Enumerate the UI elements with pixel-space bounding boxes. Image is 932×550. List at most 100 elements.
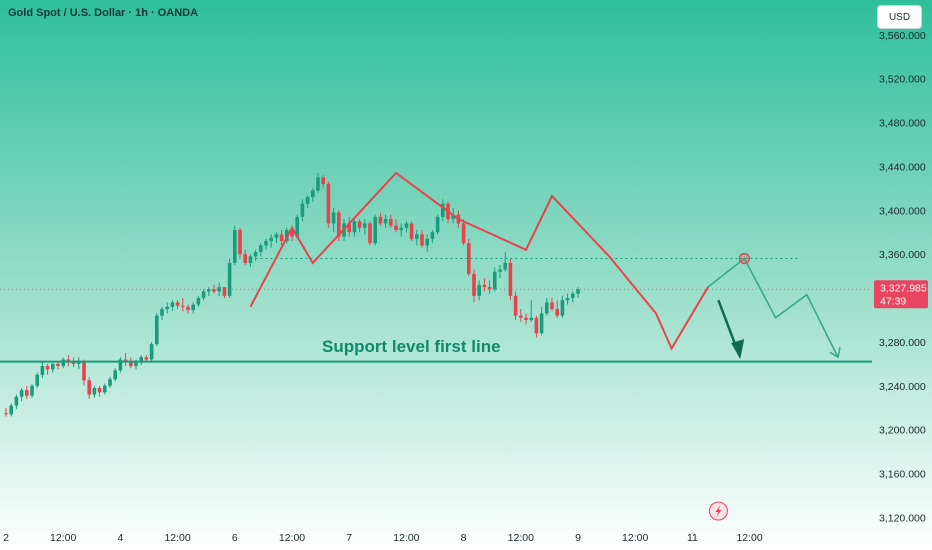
candle-body <box>467 243 471 274</box>
candle-body <box>560 300 565 316</box>
candle-body <box>56 363 60 367</box>
candle-body <box>311 190 315 198</box>
candle-body <box>175 302 180 306</box>
candle-body <box>212 289 216 292</box>
candle-body <box>425 238 429 246</box>
candle-body <box>404 223 409 228</box>
candle-body <box>305 197 310 204</box>
candle-body <box>487 287 492 290</box>
chart-title: Gold Spot / U.S. Dollar · 1h · OANDA <box>8 7 198 19</box>
candle-body <box>347 223 351 233</box>
candle-body <box>269 237 273 241</box>
support-annotation[interactable]: Support level first line <box>322 337 501 356</box>
y-tick-label: 3,520.000 <box>879 74 926 86</box>
candle-body <box>233 230 237 263</box>
y-tick-label: 3,280.000 <box>879 337 926 349</box>
x-tick-label: 12:00 <box>164 532 190 544</box>
candle-body <box>279 234 284 241</box>
candle-body <box>87 380 91 395</box>
candle-body <box>82 360 86 381</box>
candle-body <box>316 177 320 191</box>
candle-body <box>97 387 102 393</box>
candle-body <box>243 254 247 263</box>
candle-body <box>66 359 71 362</box>
candle-body <box>61 359 65 367</box>
candle-body <box>435 216 440 233</box>
y-tick-label: 3,160.000 <box>879 469 926 481</box>
candle-body <box>545 302 549 314</box>
candle-body <box>238 230 242 255</box>
candle-body <box>389 219 393 226</box>
candle-body <box>383 219 388 224</box>
price-tag-bg <box>874 280 928 309</box>
candle-body <box>539 313 544 334</box>
y-axis: 3,560.000 3,520.000 3,480.000 3,440.000 3,40… <box>879 30 926 525</box>
x-tick-label: 2 <box>3 532 9 544</box>
projection-arrowhead[interactable] <box>829 347 841 359</box>
candle-body <box>207 289 211 292</box>
candle-body <box>524 317 528 320</box>
price-tag-countdown: 47:39 <box>880 295 906 307</box>
candle-body <box>139 357 143 362</box>
x-tick-label: 12:00 <box>279 532 305 544</box>
candle-body <box>399 227 403 231</box>
candle-body <box>331 212 336 224</box>
down-arrow-head[interactable] <box>731 339 745 360</box>
candle-body <box>118 359 123 371</box>
x-tick-label: 7 <box>346 532 352 544</box>
candle-body <box>477 284 481 296</box>
candle-body <box>373 216 377 244</box>
candle-body <box>259 245 263 252</box>
candle-body <box>155 315 159 345</box>
candle-body <box>519 315 523 318</box>
y-tick-label: 3,560.000 <box>879 30 926 42</box>
candle-body <box>14 396 19 406</box>
candle-body <box>290 230 294 237</box>
candle-body <box>565 298 570 301</box>
target-circle-marker[interactable] <box>738 252 751 265</box>
candle-body <box>337 212 341 237</box>
candle-body <box>321 177 325 184</box>
candle-body <box>363 223 367 228</box>
candle-body <box>555 309 559 316</box>
candle-body <box>357 221 362 228</box>
x-tick-label: 12:00 <box>50 532 76 544</box>
candle-body <box>529 317 533 320</box>
candle-body <box>160 309 164 316</box>
candle-body <box>498 269 502 272</box>
candle-body <box>441 203 445 217</box>
candle-body <box>129 361 133 367</box>
candle-body <box>415 234 419 239</box>
currency-button[interactable]: USD <box>877 5 922 29</box>
candle-body <box>19 390 24 397</box>
candle-body <box>25 390 29 396</box>
candle-body <box>181 305 185 307</box>
zigzag-pattern-line[interactable] <box>249 171 709 351</box>
y-tick-label: 3,200.000 <box>879 425 926 437</box>
y-tick-label: 3,120.000 <box>879 512 926 524</box>
candle-body <box>482 284 487 288</box>
candle-body <box>409 223 414 239</box>
projection-path[interactable] <box>707 257 839 358</box>
candle-body <box>217 287 221 292</box>
candle-body <box>4 413 8 415</box>
candle-body <box>461 223 466 244</box>
candle-body <box>493 271 497 290</box>
candle-body <box>274 234 279 238</box>
candle-body <box>352 221 357 233</box>
candle-body <box>227 262 232 296</box>
y-tick-label: 3,480.000 <box>879 118 926 130</box>
candle-body <box>576 289 580 294</box>
x-tick-label: 8 <box>461 532 467 544</box>
candle-body <box>378 216 383 224</box>
candle-body <box>201 291 206 299</box>
candle-body <box>92 387 97 395</box>
candle-body <box>508 262 513 296</box>
x-tick-label: 12:00 <box>508 532 534 544</box>
lightning-bolt <box>715 505 722 517</box>
y-tick-label: 3,360.000 <box>879 249 926 261</box>
price-tag-price: 3,327.985 <box>880 282 927 294</box>
candle-body <box>264 240 268 246</box>
